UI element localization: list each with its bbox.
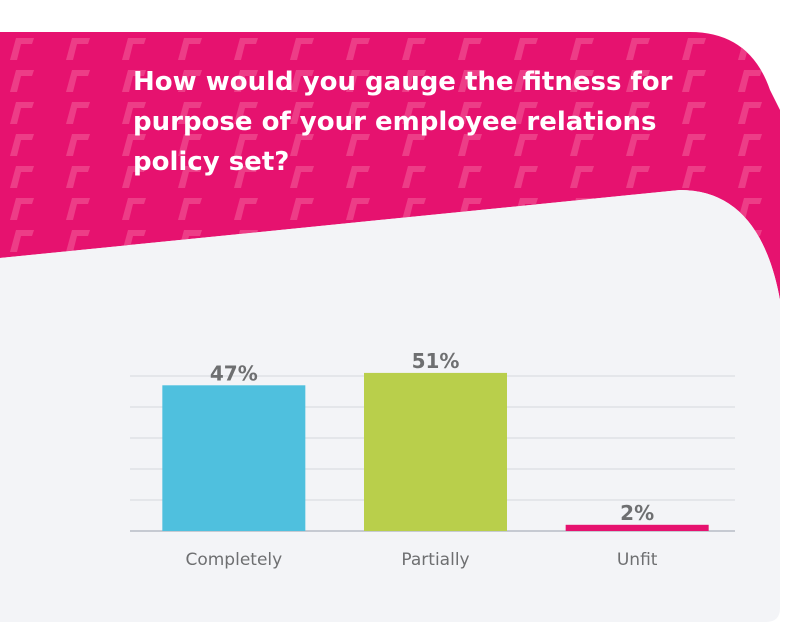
bar-unfit [565,524,709,531]
category-label-unfit: Unfit [617,550,658,570]
chart-title: How would you gauge the fitness for purp… [133,67,673,177]
bar-completely [162,385,306,531]
bar-partially [364,372,507,531]
data-label-unfit: 2% [620,501,654,525]
bars [162,372,709,531]
category-label-completely: Completely [185,550,282,570]
labels: 47% Completely 51% Partially 2% Unfit [185,349,657,570]
data-label-completely: 47% [210,361,258,385]
category-label-partially: Partially [401,550,469,570]
data-label-partially: 51% [412,349,460,373]
